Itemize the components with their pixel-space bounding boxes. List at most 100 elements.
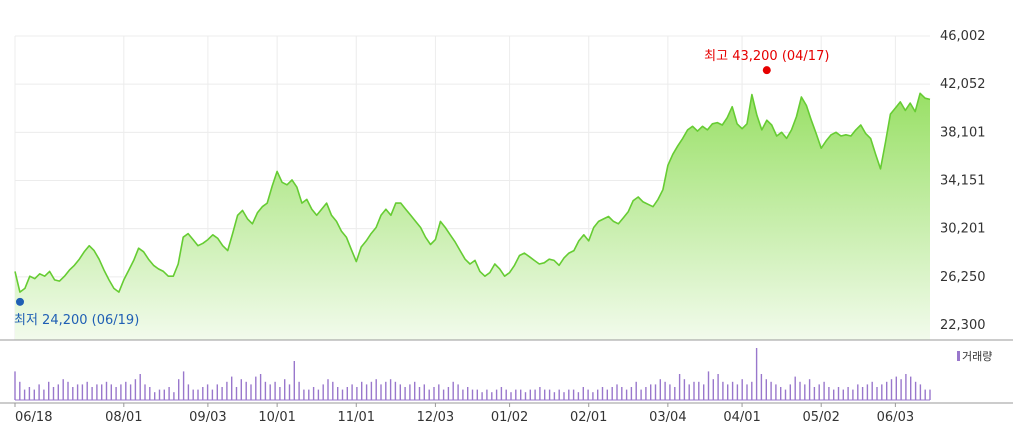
- volume-bar: [380, 384, 382, 400]
- volume-bar: [606, 389, 608, 400]
- volume-bar: [76, 384, 79, 400]
- volume-bar: [163, 389, 165, 400]
- volume-bar: [182, 371, 185, 400]
- volume-bar: [264, 381, 267, 400]
- volume-bar: [433, 387, 435, 400]
- volume-bar: [361, 381, 363, 400]
- volume-bar: [813, 387, 816, 400]
- volume-bar: [683, 379, 686, 400]
- volume-bar: [332, 381, 334, 400]
- volume-bar: [322, 384, 324, 400]
- volume-bar: [346, 387, 348, 400]
- x-tick-label-0: 06/18: [15, 410, 52, 425]
- volume-bar: [120, 384, 122, 400]
- volume-bar: [52, 387, 55, 400]
- volume-bar: [625, 389, 628, 400]
- y-tick-label-2: 38,101: [940, 125, 986, 140]
- x-tick-label-7: 02/01: [570, 410, 607, 425]
- volume-bar: [799, 381, 801, 400]
- volume-bar: [139, 374, 141, 400]
- volume-bar: [231, 376, 233, 400]
- volume-bar: [365, 384, 368, 400]
- volume-bar: [149, 387, 151, 400]
- x-tick-label-3: 10/01: [258, 410, 295, 425]
- volume-bar: [356, 387, 358, 400]
- volume-bar: [784, 389, 787, 400]
- volume-bar: [886, 381, 888, 400]
- volume-bar: [929, 389, 931, 400]
- volume-bar: [818, 384, 820, 400]
- volume-bar: [57, 384, 59, 400]
- volume-bar: [110, 384, 112, 400]
- volume-bar: [534, 389, 536, 400]
- volume-bar: [409, 384, 411, 400]
- y-tick-label-0: 46,002: [940, 29, 986, 44]
- volume-bar: [337, 387, 339, 400]
- volume-bar: [621, 387, 623, 400]
- volume-bar: [447, 387, 450, 400]
- volume-bar: [187, 384, 190, 400]
- volume-bar: [505, 389, 507, 400]
- volume-bar: [539, 387, 541, 400]
- volume-bar: [780, 387, 782, 400]
- volume-bar: [881, 384, 883, 400]
- volume-bar: [279, 387, 281, 400]
- volume-bar: [828, 387, 830, 400]
- y-tick-label-6: 22,300: [940, 318, 986, 333]
- volume-bar: [269, 384, 271, 400]
- x-tick-label-6: 01/02: [491, 410, 528, 425]
- volume-bar: [611, 387, 613, 400]
- volume-bar: [669, 384, 671, 400]
- volume-bar: [635, 381, 637, 400]
- volume-bar: [370, 381, 373, 400]
- volume-bar: [770, 381, 772, 400]
- volume-bar: [544, 389, 546, 400]
- volume-bar: [746, 384, 748, 400]
- volume-bar: [645, 387, 647, 400]
- volume-bar: [173, 392, 175, 400]
- volume-bar: [871, 381, 873, 400]
- volume-bar: [471, 389, 474, 400]
- low-marker-dot: [16, 297, 24, 306]
- volume-legend-swatch: [957, 351, 960, 361]
- volume-bar: [418, 387, 421, 400]
- volume-bar: [905, 374, 907, 400]
- volume-bar: [216, 384, 218, 400]
- volume-bar: [794, 376, 796, 400]
- volume-bar: [341, 389, 344, 400]
- y-tick-label-1: 42,052: [940, 77, 986, 92]
- volume-bar: [664, 381, 666, 400]
- volume-bar: [654, 384, 657, 400]
- high-annotation: 최고 43,200 (04/17): [704, 49, 829, 64]
- volume-bar: [206, 384, 209, 400]
- volume-bar: [240, 379, 242, 400]
- volume-bar: [144, 384, 146, 400]
- volume-bar: [572, 389, 575, 400]
- volume-bar: [587, 389, 589, 400]
- volume-bar: [741, 379, 743, 400]
- volume-bar: [491, 392, 493, 400]
- volume-bar: [125, 381, 127, 400]
- volume-bar: [914, 381, 917, 400]
- volume-bar: [847, 387, 849, 400]
- volume-bar: [895, 376, 897, 400]
- price-series-line: [14, 92, 931, 293]
- volume-bar: [457, 384, 459, 400]
- volume-bar: [592, 392, 594, 400]
- volume-bar: [86, 381, 88, 400]
- volume-bar: [640, 389, 642, 400]
- volume-bar: [303, 389, 305, 400]
- volume-bar: [274, 381, 276, 400]
- volume-bar: [751, 381, 753, 400]
- x-tick-label-9: 04/01: [723, 410, 760, 425]
- volume-bar: [72, 387, 74, 400]
- volume-bar: [293, 361, 295, 400]
- volume-bar: [288, 384, 291, 400]
- volume-bar: [900, 379, 902, 400]
- volume-bar: [105, 381, 108, 400]
- volume-bar: [19, 381, 21, 400]
- volume-bar: [553, 392, 556, 400]
- annotations: 최고 43,200 (04/17) 최저 24,200 (06/19): [14, 49, 829, 328]
- volume-bar: [486, 389, 488, 400]
